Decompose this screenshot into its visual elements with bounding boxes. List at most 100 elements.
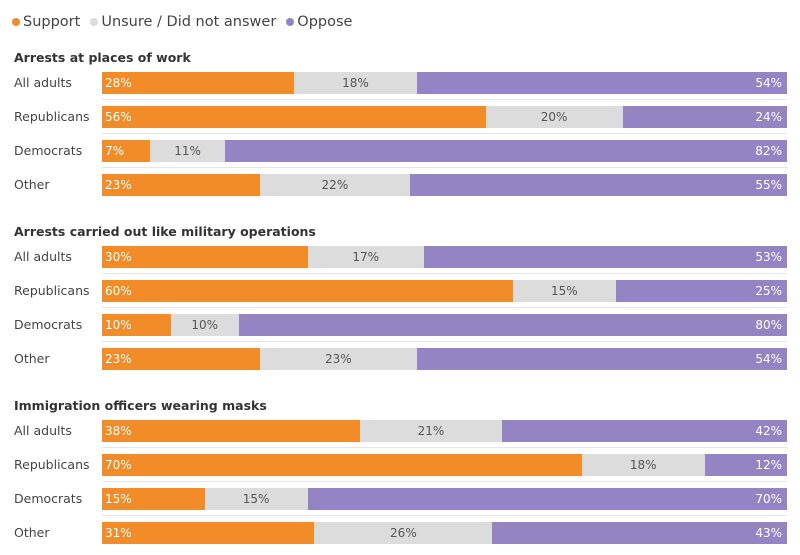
data-label: 23% (105, 352, 132, 366)
data-label: 53% (755, 250, 782, 264)
bar-segment-oppose: 25% (615, 280, 787, 302)
row-label: Republicans (14, 283, 90, 298)
data-label: 42% (755, 424, 782, 438)
bar-segment-oppose: 70% (307, 488, 787, 510)
stacked-bar: 23% 22% 55% (102, 174, 787, 196)
data-label: 28% (105, 76, 132, 90)
data-label: 80% (755, 318, 782, 332)
support-dot-icon (12, 18, 20, 26)
data-label: 18% (629, 458, 657, 472)
bar-segment-support: 31% (102, 522, 315, 544)
data-label: 12% (755, 458, 782, 472)
row-divider (102, 341, 787, 342)
row-label: Democrats (14, 491, 83, 506)
row-label: All adults (14, 423, 72, 438)
row-divider (102, 99, 787, 100)
bar-segment-unsure: 10% (170, 314, 239, 336)
data-label: 31% (105, 526, 132, 540)
stacked-bar: 60% 15% 25% (102, 280, 787, 302)
oppose-dot-icon (286, 18, 295, 26)
data-label: 10% (105, 318, 132, 332)
row-label: Other (14, 177, 50, 192)
bar-segment-support: 70% (102, 454, 582, 476)
legend-item-unsure: Unsure / Did not answer (90, 14, 276, 30)
data-label: 25% (755, 284, 782, 298)
data-label: 15% (242, 492, 270, 506)
row-label: All adults (14, 75, 72, 90)
bar-segment-oppose: 80% (239, 314, 787, 336)
stacked-bar: 23% 23% 54% (102, 348, 787, 370)
bar-segment-unsure: 23% (259, 348, 418, 370)
stacked-bar: 15% 15% 70% (102, 488, 787, 510)
legend-item-oppose: Oppose (286, 14, 352, 30)
row-divider (102, 515, 787, 516)
unsure-dot-icon (90, 18, 99, 26)
legend-label-unsure: Unsure / Did not answer (101, 14, 277, 30)
bar-segment-unsure: 20% (485, 106, 623, 128)
bar-segment-unsure: 17% (307, 246, 424, 268)
bar-segment-support: 23% (102, 174, 260, 196)
bar-segment-oppose: 54% (417, 348, 787, 370)
bar-segment-oppose: 55% (410, 174, 787, 196)
legend-label-support: Support (23, 14, 81, 30)
data-label: 26% (390, 526, 417, 540)
data-label: 24% (755, 110, 782, 124)
legend-item-support: Support (12, 14, 80, 30)
bar-segment-unsure: 26% (314, 522, 493, 544)
data-label: 10% (191, 318, 219, 332)
bar-segment-support: 15% (102, 488, 205, 510)
row-label: Republicans (14, 457, 90, 472)
bar-segment-support: 30% (102, 246, 308, 268)
bar-segment-unsure: 21% (359, 420, 503, 442)
data-label: 21% (417, 424, 445, 438)
bar-segment-oppose: 42% (502, 420, 787, 442)
bar-segment-oppose: 12% (704, 454, 787, 476)
data-label: 15% (551, 284, 578, 298)
row-label: Other (14, 351, 50, 366)
stacked-bar: 70% 18% 12% (102, 454, 787, 476)
stacked-bar: 31% 26% 43% (102, 522, 787, 544)
legend-label-oppose: Oppose (297, 14, 353, 30)
bar-segment-support: 7% (102, 140, 150, 162)
data-label: 20% (540, 110, 568, 124)
bar-segment-support: 23% (102, 348, 260, 370)
section-title: Arrests carried out like military operat… (14, 224, 316, 239)
section-title: Immigration officers wearing masks (14, 398, 267, 413)
bar-segment-support: 60% (102, 280, 513, 302)
row-divider (102, 273, 787, 274)
stacked-bar: 38% 21% 42% (102, 420, 787, 442)
stacked-bar: 7% 11% 82% (102, 140, 787, 162)
row-label: Other (14, 525, 50, 540)
section-title: Arrests at places of work (14, 50, 191, 65)
data-label: 60% (105, 284, 132, 298)
row-label: All adults (14, 249, 72, 264)
bar-segment-support: 38% (102, 420, 360, 442)
row-divider (102, 447, 787, 448)
data-label: 70% (755, 492, 782, 506)
bar-segment-unsure: 15% (204, 488, 308, 510)
legend: Support Unsure / Did not answer Oppose (12, 12, 362, 32)
data-label: 54% (755, 76, 782, 90)
bar-segment-support: 28% (102, 72, 294, 94)
data-label: 54% (755, 352, 782, 366)
data-label: 43% (755, 526, 782, 540)
bar-segment-unsure: 22% (259, 174, 411, 196)
data-label: 38% (105, 424, 132, 438)
bar-segment-support: 10% (102, 314, 171, 336)
data-label: 82% (755, 144, 782, 158)
data-label: 22% (321, 178, 349, 192)
row-label: Democrats (14, 143, 83, 158)
data-label: 23% (105, 178, 132, 192)
bar-segment-oppose: 24% (622, 106, 787, 128)
bar-segment-support: 56% (102, 106, 486, 128)
data-label: 30% (105, 250, 132, 264)
stacked-bar: 56% 20% 24% (102, 106, 787, 128)
data-label: 23% (324, 352, 352, 366)
row-label: Republicans (14, 109, 90, 124)
stacked-bar: 28% 18% 54% (102, 72, 787, 94)
bar-segment-oppose: 43% (492, 522, 787, 544)
stacked-bar: 30% 17% 53% (102, 246, 787, 268)
bar-segment-oppose: 82% (225, 140, 787, 162)
bar-segment-unsure: 18% (581, 454, 705, 476)
bar-segment-oppose: 54% (417, 72, 787, 94)
